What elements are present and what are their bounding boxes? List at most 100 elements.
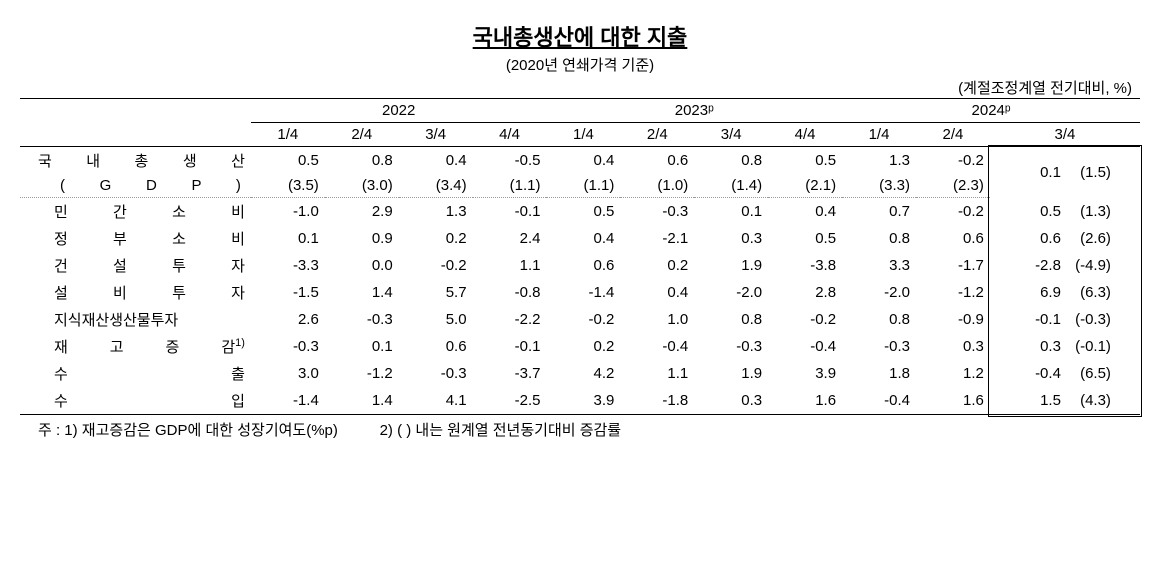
row-label: 건 설 투 자 [20, 252, 251, 279]
cell: 0.8 [694, 306, 768, 333]
cell: 2.6 [251, 306, 325, 333]
cell: -0.4 [842, 387, 916, 415]
cell-last: 6.9(6.3) [990, 279, 1140, 306]
cell: 2.9 [325, 198, 399, 226]
cell: -2.1 [620, 225, 694, 252]
cell: 2.4 [473, 225, 547, 252]
cell: -0.4 [620, 333, 694, 360]
cell: 1.8 [842, 360, 916, 387]
footnote-2: 2) ( ) 내는 원계열 전년동기대비 증감률 [380, 422, 622, 439]
cell: 0.1 [694, 198, 768, 226]
cell-last: 1.5(4.3) [990, 387, 1140, 415]
cell: (1.1) [546, 174, 620, 198]
row-label: 정 부 소 비 [20, 225, 251, 252]
quarter-header: 1/4 [546, 123, 620, 147]
header-blank [20, 123, 251, 147]
cell: 0.2 [546, 333, 620, 360]
row-label-gdp: 국 내 총 생 산 [20, 147, 251, 175]
cell: 0.6 [916, 225, 990, 252]
cell: 0.5 [768, 225, 842, 252]
quarter-header: 1/4 [842, 123, 916, 147]
cell: (1.1) [473, 174, 547, 198]
cell: 0.1 [251, 225, 325, 252]
cell: -0.5 [473, 147, 547, 175]
cell: 4.1 [399, 387, 473, 415]
data-table: 2022 2023ᵖ 2024ᵖ 1/42/43/44/41/42/43/44/… [20, 98, 1140, 415]
cell: -3.3 [251, 252, 325, 279]
cell-last: -2.8(-4.9) [990, 252, 1140, 279]
row-label: 민 간 소 비 [20, 198, 251, 226]
cell: -1.2 [325, 360, 399, 387]
cell: -2.2 [473, 306, 547, 333]
cell: 3.9 [768, 360, 842, 387]
cell: (2.3) [916, 174, 990, 198]
cell: (1.0) [620, 174, 694, 198]
cell: 2.8 [768, 279, 842, 306]
table-container: { "title": "국내총생산에 대한 지출", "subtitle": "… [20, 20, 1140, 440]
quarter-header: 3/4 [694, 123, 768, 147]
cell: 0.8 [842, 225, 916, 252]
cell: 0.9 [325, 225, 399, 252]
cell: -3.8 [768, 252, 842, 279]
quarter-header: 2/4 [325, 123, 399, 147]
quarter-header: 2/4 [620, 123, 694, 147]
cell: -0.3 [251, 333, 325, 360]
cell-last: 0.5(1.3) [990, 198, 1140, 226]
cell: -0.1 [473, 333, 547, 360]
cell-last: 0.1(1.5) [990, 147, 1140, 198]
cell: 1.0 [620, 306, 694, 333]
cell: 4.2 [546, 360, 620, 387]
cell: 0.8 [325, 147, 399, 175]
cell: 0.4 [768, 198, 842, 226]
cell: -3.7 [473, 360, 547, 387]
cell: 0.3 [694, 387, 768, 415]
cell: 1.4 [325, 387, 399, 415]
cell: -0.2 [399, 252, 473, 279]
cell-last: 0.3(-0.1) [990, 333, 1140, 360]
cell: 1.4 [325, 279, 399, 306]
quarter-header: 1/4 [251, 123, 325, 147]
cell: -2.5 [473, 387, 547, 415]
cell: 0.4 [546, 225, 620, 252]
cell: -0.2 [916, 198, 990, 226]
row-label: 수 입 [20, 387, 251, 415]
cell: (3.0) [325, 174, 399, 198]
cell: 0.0 [325, 252, 399, 279]
cell: 1.6 [916, 387, 990, 415]
header-blank [20, 99, 251, 123]
cell: 0.6 [546, 252, 620, 279]
cell: 0.4 [546, 147, 620, 175]
quarter-header: 3/4 [990, 123, 1140, 147]
cell: (2.1) [768, 174, 842, 198]
cell: 3.3 [842, 252, 916, 279]
cell: 0.8 [842, 306, 916, 333]
cell: 3.0 [251, 360, 325, 387]
cell: -1.0 [251, 198, 325, 226]
cell: 1.1 [473, 252, 547, 279]
cell: 0.4 [620, 279, 694, 306]
cell: -0.2 [916, 147, 990, 175]
cell: 1.9 [694, 360, 768, 387]
cell: -0.1 [473, 198, 547, 226]
cell-last: 0.6(2.6) [990, 225, 1140, 252]
cell: 0.2 [399, 225, 473, 252]
cell: 1.6 [768, 387, 842, 415]
cell: 0.5 [251, 147, 325, 175]
cell: -1.7 [916, 252, 990, 279]
year-header: 2023ᵖ [546, 99, 842, 123]
cell: 0.8 [694, 147, 768, 175]
cell: (3.3) [842, 174, 916, 198]
row-label: 설 비 투 자 [20, 279, 251, 306]
cell: (3.4) [399, 174, 473, 198]
cell: 0.3 [916, 333, 990, 360]
cell: 0.6 [620, 147, 694, 175]
footnote: 주 : 1) 재고증감은 GDP에 대한 성장기여도(%p) 2) ( ) 내는… [20, 415, 1140, 440]
cell: -0.4 [768, 333, 842, 360]
cell: 1.2 [916, 360, 990, 387]
quarter-header: 4/4 [768, 123, 842, 147]
cell: 1.3 [399, 198, 473, 226]
cell: -0.2 [546, 306, 620, 333]
cell: (1.4) [694, 174, 768, 198]
cell: 0.5 [768, 147, 842, 175]
cell: 5.7 [399, 279, 473, 306]
